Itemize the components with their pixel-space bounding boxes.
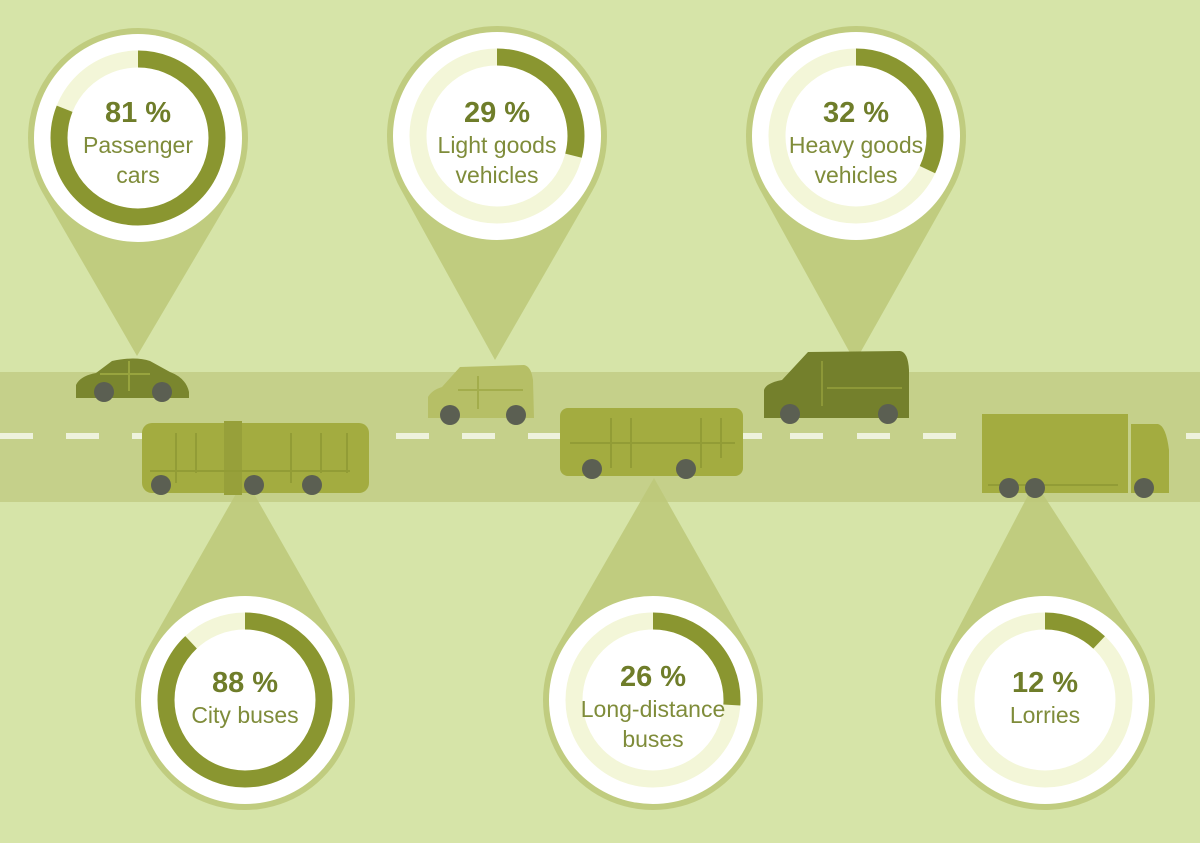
donut-passenger-cars xyxy=(34,34,242,242)
light-goods-van-icon xyxy=(428,365,534,425)
gauge-value: 12 % xyxy=(1011,667,1079,699)
gauge-label: City buses xyxy=(191,702,299,728)
gauge-passenger-cars: 81 % Passenger cars xyxy=(58,96,218,190)
heavy-goods-van-icon xyxy=(764,351,909,424)
donut-city-buses xyxy=(141,596,349,804)
gauge-value: 26 % xyxy=(619,661,687,693)
gauge-rings xyxy=(34,32,1149,804)
gauge-light-goods-vehicles: 29 % Light goods vehicles xyxy=(417,96,577,190)
gauge-value: 32 % xyxy=(822,97,890,129)
gauge-long-distance-buses: 26 % Long-distance buses xyxy=(568,660,738,754)
gauge-heavy-goods-vehicles: 32 % Heavy goods vehicles xyxy=(776,96,936,190)
long-distance-bus-icon xyxy=(560,408,743,479)
gauge-label: Light goods vehicles xyxy=(437,132,557,188)
gauge-city-buses: 88 % City buses xyxy=(165,666,325,730)
donut-light-goods-vehicles xyxy=(393,32,601,240)
gauge-label: Passenger cars xyxy=(83,132,193,188)
lorry-icon xyxy=(982,414,1169,498)
donut-long-distance-buses xyxy=(549,596,757,804)
passenger-car-icon xyxy=(76,358,189,402)
gauge-label: Lorries xyxy=(1009,702,1081,728)
gauge-value: 29 % xyxy=(463,97,531,129)
city-bus-icon xyxy=(142,421,369,495)
gauge-value: 81 % xyxy=(104,97,172,129)
donut-lorries xyxy=(941,596,1149,804)
gauge-lorries: 12 % Lorries xyxy=(965,666,1125,730)
gauge-label: Heavy goods vehicles xyxy=(788,132,924,188)
donut-heavy-goods-vehicles xyxy=(752,32,960,240)
gauge-label: Long-distance buses xyxy=(580,696,726,752)
gauge-value: 88 % xyxy=(211,667,279,699)
